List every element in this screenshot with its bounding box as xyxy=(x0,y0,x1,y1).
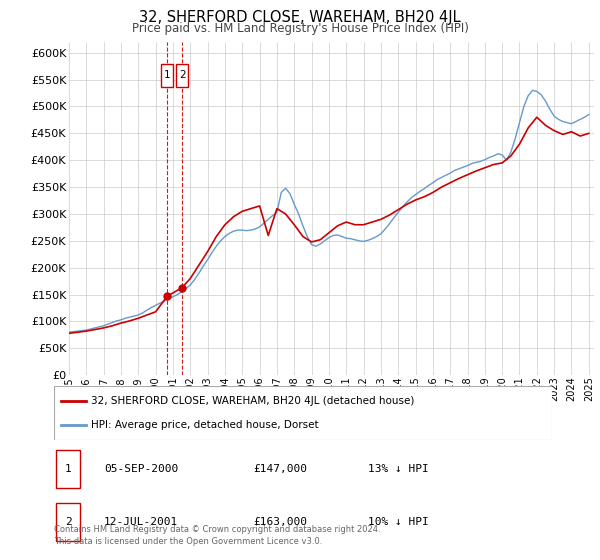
Text: HPI: Average price, detached house, Dorset: HPI: Average price, detached house, Dors… xyxy=(91,420,319,430)
Text: 32, SHERFORD CLOSE, WAREHAM, BH20 4JL: 32, SHERFORD CLOSE, WAREHAM, BH20 4JL xyxy=(139,10,461,25)
FancyBboxPatch shape xyxy=(54,386,552,440)
FancyBboxPatch shape xyxy=(176,64,188,87)
FancyBboxPatch shape xyxy=(56,503,80,541)
Text: 1: 1 xyxy=(164,71,170,80)
FancyBboxPatch shape xyxy=(161,64,173,87)
Text: 1: 1 xyxy=(65,464,72,474)
Text: Price paid vs. HM Land Registry's House Price Index (HPI): Price paid vs. HM Land Registry's House … xyxy=(131,22,469,35)
Text: £147,000: £147,000 xyxy=(253,464,307,474)
Text: Contains HM Land Registry data © Crown copyright and database right 2024.
This d: Contains HM Land Registry data © Crown c… xyxy=(54,525,380,546)
Text: 10% ↓ HPI: 10% ↓ HPI xyxy=(368,517,428,527)
Text: 12-JUL-2001: 12-JUL-2001 xyxy=(104,517,178,527)
Text: 2: 2 xyxy=(65,517,72,527)
Text: 05-SEP-2000: 05-SEP-2000 xyxy=(104,464,178,474)
Text: 2: 2 xyxy=(179,71,185,80)
FancyBboxPatch shape xyxy=(56,450,80,488)
Text: £163,000: £163,000 xyxy=(253,517,307,527)
Text: 32, SHERFORD CLOSE, WAREHAM, BH20 4JL (detached house): 32, SHERFORD CLOSE, WAREHAM, BH20 4JL (d… xyxy=(91,396,415,406)
Text: 13% ↓ HPI: 13% ↓ HPI xyxy=(368,464,428,474)
